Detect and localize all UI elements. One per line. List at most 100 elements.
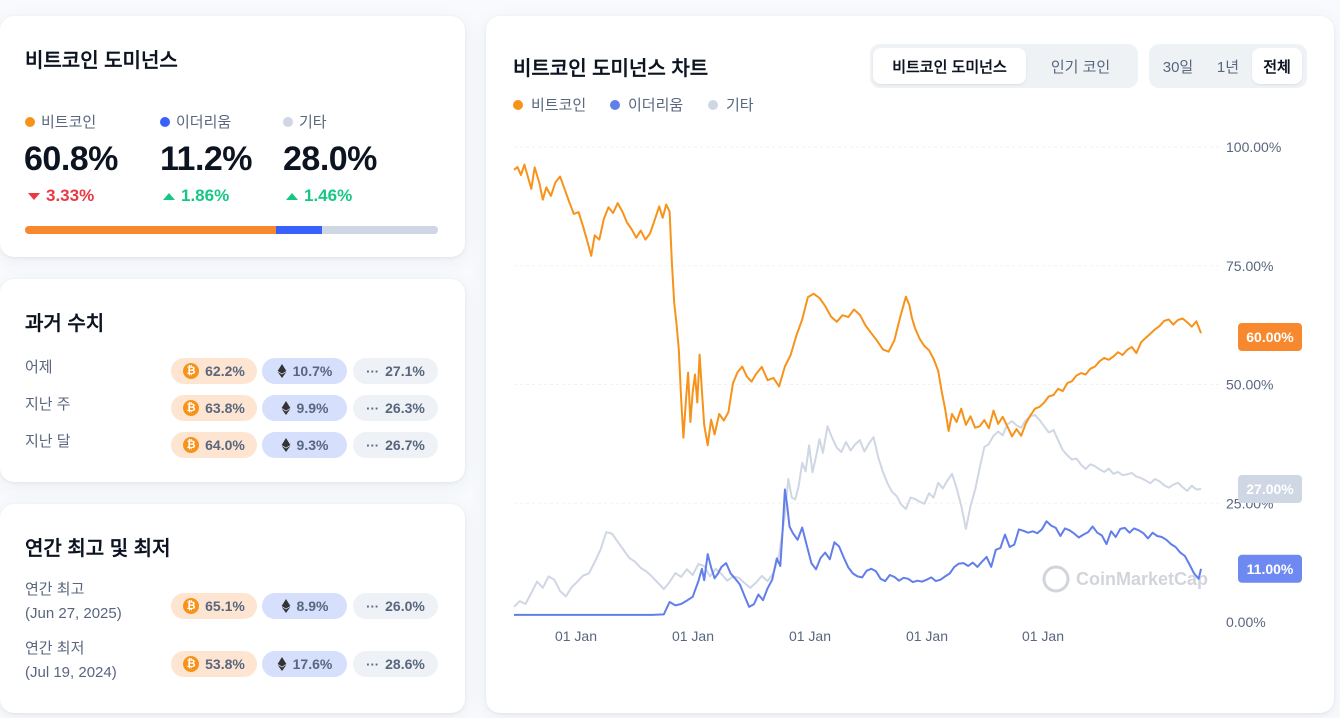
- other-current-tag-label: 27.00%: [1246, 481, 1294, 497]
- dominance-bar-other: [322, 226, 438, 234]
- eth-pill: 8.9%: [262, 593, 347, 619]
- other-line: [513, 413, 1202, 608]
- btc-pill: ₿ 62.2%: [171, 358, 257, 384]
- coinmarketcap-watermark: CoinMarketCap: [1042, 565, 1208, 593]
- y-tick-label: 100.00%: [1226, 139, 1281, 155]
- bitcoin-dot-icon: [25, 116, 35, 127]
- tab-range-1y[interactable]: 1년: [1216, 58, 1240, 76]
- bitcoin-icon: ₿: [183, 400, 200, 416]
- legend-ethereum-label: 이더리움: [176, 114, 232, 131]
- chart-card: 비트코인 도미넌스 차트 비트코인 도미넌스 인기 코인 30일 1년 전체 비…: [486, 16, 1334, 713]
- ethereum-icon: [281, 599, 290, 613]
- other-value: 27.1%: [385, 363, 425, 379]
- y-tick-label: 50.00%: [1226, 377, 1273, 393]
- chart-legend-ethereum: 이더리움: [610, 94, 683, 115]
- other-value: 26.3%: [385, 400, 425, 416]
- history-title: 과거 수치: [25, 313, 105, 335]
- btc-value: 63.8%: [205, 400, 245, 416]
- legend-other-label: 기타: [299, 114, 327, 131]
- ethereum-icon: [277, 364, 287, 378]
- bitcoin-icon: ₿: [183, 363, 200, 379]
- bitcoin-change-value: 3.33%: [46, 186, 95, 205]
- eth-pill: 10.7%: [262, 358, 347, 384]
- eth-value: 9.9%: [296, 400, 329, 416]
- history-row-label: 어제: [25, 359, 53, 376]
- bitcoin-current-tag: [1238, 323, 1302, 351]
- chart-legend-other: 기타: [708, 94, 754, 115]
- dominance-bar: [25, 226, 438, 234]
- tab-bitcoin-dominance[interactable]: 비트코인 도미넌스: [873, 48, 1026, 84]
- history-card: 과거 수치 어제 ₿ 62.2% 10.7% ··· 27.1% 지난 주 ₿ 63.…: [0, 279, 465, 482]
- caret-down-icon: [28, 192, 40, 200]
- yearly-row-label: 연간 최저 (Jul 19, 2024): [25, 637, 117, 685]
- btc-pill: ₿ 64.0%: [171, 432, 257, 458]
- watermark-text: CoinMarketCap: [1076, 569, 1208, 589]
- btc-value: 53.8%: [205, 656, 245, 672]
- caret-up-icon: [286, 192, 298, 200]
- legend-bitcoin: 비트코인: [25, 111, 96, 132]
- other-pill: ··· 26.7%: [353, 432, 438, 458]
- other-value: 26.7%: [385, 437, 425, 453]
- dominance-bar-ethereum: [276, 226, 323, 234]
- other-value: 26.0%: [385, 598, 425, 614]
- ethereum-icon: [281, 438, 290, 452]
- eth-pill: 9.3%: [262, 432, 347, 458]
- ellipsis-icon: ···: [366, 656, 380, 672]
- other-pill: ··· 26.3%: [353, 395, 438, 421]
- coinmarketcap-logo-icon: [1042, 565, 1070, 593]
- tab-top-coins[interactable]: 인기 코인: [1050, 58, 1111, 76]
- btc-pill: ₿ 53.8%: [171, 651, 257, 677]
- dominance-bar-bitcoin: [25, 226, 277, 234]
- chart-legend-bitcoin: 비트코인: [513, 94, 586, 115]
- y-tick-label: 0.00%: [1226, 614, 1266, 630]
- caret-up-icon: [163, 192, 175, 200]
- eth-value: 17.6%: [292, 656, 333, 672]
- btc-value: 65.1%: [205, 598, 245, 614]
- legend-other: 기타: [283, 111, 327, 132]
- ethereum-change: 1.86%: [163, 186, 229, 206]
- dominance-title: 비트코인 도미넌스: [25, 50, 178, 72]
- yearly-high-date: (Jun 27, 2025): [25, 605, 122, 622]
- ellipsis-icon: ···: [366, 363, 380, 379]
- ethereum-dot-icon: [610, 99, 620, 110]
- bitcoin-line: [513, 163, 1202, 447]
- ethereum-current-tag-label: 11.00%: [1247, 561, 1294, 577]
- other-value: 28.6%: [385, 656, 425, 672]
- eth-value: 9.3%: [296, 437, 329, 453]
- chart-legend-other-label: 기타: [726, 97, 754, 114]
- eth-value: 10.7%: [292, 363, 333, 379]
- bitcoin-icon: ₿: [183, 598, 200, 614]
- ethereum-dominance-value: 11.2%: [160, 140, 253, 178]
- btc-pill: ₿ 65.1%: [171, 593, 257, 619]
- other-pill: ··· 27.1%: [353, 358, 438, 384]
- other-pill: ··· 28.6%: [353, 651, 438, 677]
- chart-title: 비트코인 도미넌스 차트: [513, 58, 709, 80]
- other-change-value: 1.46%: [304, 186, 353, 205]
- tab-range-30d[interactable]: 30일: [1162, 58, 1194, 76]
- chart-legend-bitcoin-label: 비트코인: [531, 97, 587, 114]
- yearly-low-date: (Jul 19, 2024): [25, 664, 117, 681]
- x-tick-label: 01 Jan: [789, 628, 831, 644]
- eth-pill: 17.6%: [262, 651, 347, 677]
- yearly-high-label: 연간 최고: [25, 581, 85, 598]
- ethereum-current-tag: [1238, 554, 1302, 583]
- legend-bitcoin-label: 비트코인: [41, 114, 97, 131]
- bitcoin-icon: ₿: [183, 656, 200, 672]
- dominance-line-chart[interactable]: 100.00%75.00%50.00%25.00%0.00%01 Jan 01 J…: [486, 16, 1334, 713]
- other-pill: ··· 26.0%: [353, 593, 438, 619]
- chart-legend-ethereum-label: 이더리움: [628, 97, 684, 114]
- btc-pill: ₿ 63.8%: [171, 395, 257, 421]
- tab-range-all[interactable]: 전체: [1252, 48, 1302, 84]
- ellipsis-icon: ···: [366, 598, 380, 614]
- ethereum-icon: [281, 401, 290, 415]
- other-dot-icon: [708, 99, 718, 110]
- history-row-label: 지난 주: [25, 396, 71, 413]
- yearly-low-label: 연간 최저: [25, 640, 85, 657]
- ethereum-dot-icon: [160, 116, 170, 127]
- history-row-label: 지난 달: [25, 433, 71, 450]
- eth-pill: 9.9%: [262, 395, 347, 421]
- yearly-row-label: 연간 최고 (Jun 27, 2025): [25, 578, 122, 626]
- eth-value: 8.9%: [296, 598, 329, 614]
- bitcoin-icon: ₿: [183, 437, 200, 453]
- other-dominance-value: 28.0%: [283, 140, 377, 178]
